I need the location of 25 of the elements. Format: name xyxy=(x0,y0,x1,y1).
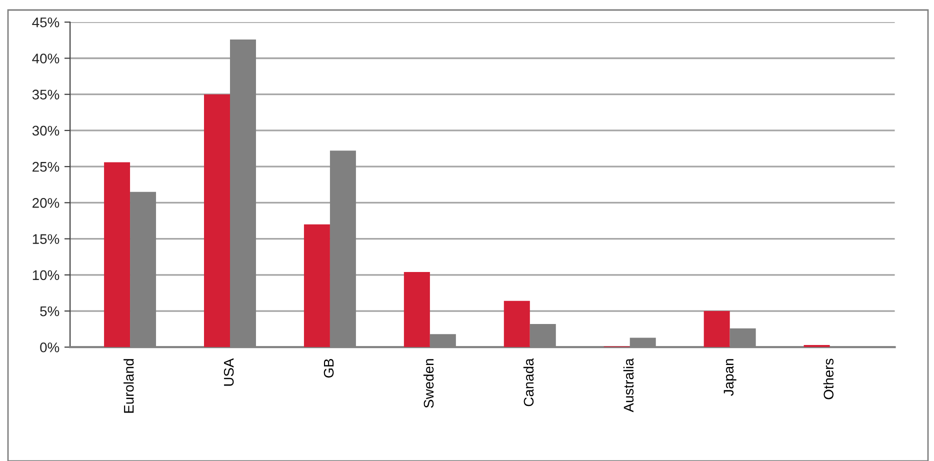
bar xyxy=(704,311,730,348)
y-tick-label: 15% xyxy=(32,234,60,244)
y-tick-label: 40% xyxy=(32,54,60,64)
x-tick-label: Canada xyxy=(523,358,534,406)
bar xyxy=(804,344,830,348)
y-tick-label: 35% xyxy=(32,90,60,100)
bar xyxy=(304,224,330,348)
bar xyxy=(204,94,230,348)
y-tick-label: 20% xyxy=(32,198,60,208)
y-tick-label: 5% xyxy=(40,306,60,316)
x-tick-label: Euroland xyxy=(124,359,134,413)
x-tick-label: USA xyxy=(224,358,234,386)
bar xyxy=(504,300,530,348)
bar xyxy=(404,272,430,348)
x-tick-label: Others xyxy=(823,358,834,400)
y-tick-label: 10% xyxy=(32,270,60,280)
y-tick-label: 0% xyxy=(40,342,60,352)
x-tick-label: GB xyxy=(324,358,334,378)
x-tick-label: Japan xyxy=(724,359,736,396)
bar xyxy=(104,162,130,348)
y-tick-label: 45% xyxy=(32,18,60,28)
y-tick-label: 25% xyxy=(32,162,60,172)
y-tick-label: 30% xyxy=(32,126,60,136)
x-tick-label: Australia xyxy=(623,358,634,412)
x-tick-label: Sweden xyxy=(423,359,434,408)
